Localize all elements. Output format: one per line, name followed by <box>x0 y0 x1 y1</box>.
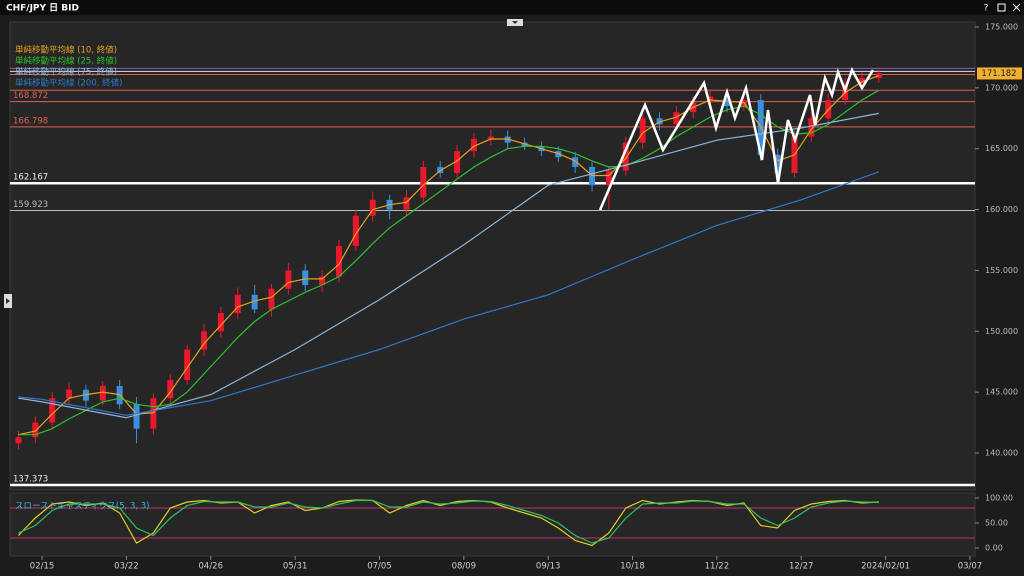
candle-body <box>774 154 781 174</box>
y-tick-label: 0.00 <box>985 544 1003 553</box>
level-label: 162.167 <box>13 173 48 183</box>
candle-body <box>487 136 494 139</box>
candle-body <box>454 151 461 174</box>
y-tick-label: 140.000 <box>985 448 1018 457</box>
level-label: 137.373 <box>13 474 48 484</box>
candle-body <box>572 157 579 167</box>
x-tick-label: 12/27 <box>789 562 814 572</box>
candle-body <box>605 170 612 186</box>
y-tick-label: 145.000 <box>985 388 1018 397</box>
candle-body <box>403 197 410 210</box>
legend-entry: 単純移動平均線 (75, 終値) <box>15 67 117 78</box>
x-tick-label: 09/13 <box>536 562 561 572</box>
last-price-box <box>977 67 1022 80</box>
y-tick-label: 155.000 <box>985 266 1018 275</box>
legend-entry: 単純移動平均線 (200, 終値) <box>15 78 122 89</box>
plot-layer: 140.000 145.000 150.000 155.000 160.000 165.0… <box>10 22 1022 572</box>
price-panel <box>9 21 976 491</box>
candle-body <box>858 78 865 85</box>
last-price-label: 171.182 <box>981 69 1016 79</box>
candle-body <box>251 294 258 310</box>
help-button[interactable]: ? <box>984 4 989 14</box>
ma-line <box>18 171 880 416</box>
candle-body <box>49 398 56 423</box>
x-tick-label: 05/31 <box>283 562 308 572</box>
ma-line <box>18 112 879 419</box>
level-label: 168.872 <box>13 91 48 101</box>
candle-body <box>420 166 427 198</box>
x-tick-label: 03/07 <box>958 562 983 572</box>
candle-body <box>217 313 224 332</box>
candle-body <box>184 349 191 380</box>
candle-body <box>32 422 39 438</box>
candle-body <box>808 118 815 137</box>
candle-body <box>285 270 292 289</box>
candle-body <box>352 215 359 247</box>
level-label: 166.798 <box>13 116 48 126</box>
y-tick-label: 100.00 <box>985 494 1013 503</box>
maximize-button[interactable] <box>997 3 1006 12</box>
candle-body <box>150 398 157 429</box>
level-label: 159.923 <box>13 200 48 210</box>
x-tick-label: 03/22 <box>114 562 139 572</box>
stoch-title: スローストキャスティクス(5, 3, 3) <box>15 502 149 512</box>
candle-body <box>234 294 241 314</box>
close-button[interactable] <box>1012 3 1021 12</box>
window-title: CHF/JPY 日 BID <box>6 3 79 14</box>
candle-body <box>15 437 22 444</box>
candle-body <box>470 138 477 152</box>
x-tick-label: 10/18 <box>620 562 645 572</box>
x-tick-label: 08/09 <box>452 562 477 572</box>
x-tick-label: 04/26 <box>199 562 224 572</box>
candle-body <box>133 404 140 429</box>
candle-body <box>521 142 528 147</box>
y-tick-label: 160.000 <box>985 205 1018 214</box>
x-tick-label: 2024/02/01 <box>861 562 910 572</box>
legend-entry: 単純移動平均線 (25, 終値) <box>15 56 117 67</box>
candle-body <box>268 288 275 310</box>
y-tick-label: 170.000 <box>985 83 1018 92</box>
candle-body <box>875 73 882 79</box>
candle-body <box>369 199 376 216</box>
legend-entry: 単純移動平均線 (10, 終値) <box>15 45 117 56</box>
side-arrow <box>6 298 10 304</box>
candle-body <box>639 118 646 143</box>
y-tick-label: 175.000 <box>985 22 1018 31</box>
candle-body <box>319 276 326 286</box>
title-bar <box>0 0 1024 15</box>
candle-body <box>99 386 106 401</box>
candle-body <box>302 270 309 286</box>
ma-line <box>18 75 880 436</box>
x-tick-label: 11/22 <box>705 562 730 572</box>
x-tick-label: 02/15 <box>30 562 55 572</box>
candle-body <box>673 112 680 125</box>
candle-body <box>622 142 629 171</box>
collapse-arrow <box>512 21 518 24</box>
candle-body <box>167 379 174 399</box>
candle-body <box>335 246 342 277</box>
ma-line <box>18 89 880 436</box>
y-tick-label: 150.000 <box>985 327 1018 336</box>
y-tick-label: 165.000 <box>985 144 1018 153</box>
x-tick-label: 07/05 <box>367 562 392 572</box>
candle-body <box>66 389 73 399</box>
stoch-line <box>18 499 879 544</box>
candle-body <box>201 331 208 350</box>
y-tick-label: 50.00 <box>985 519 1008 528</box>
zigzag-annotation <box>598 66 875 211</box>
